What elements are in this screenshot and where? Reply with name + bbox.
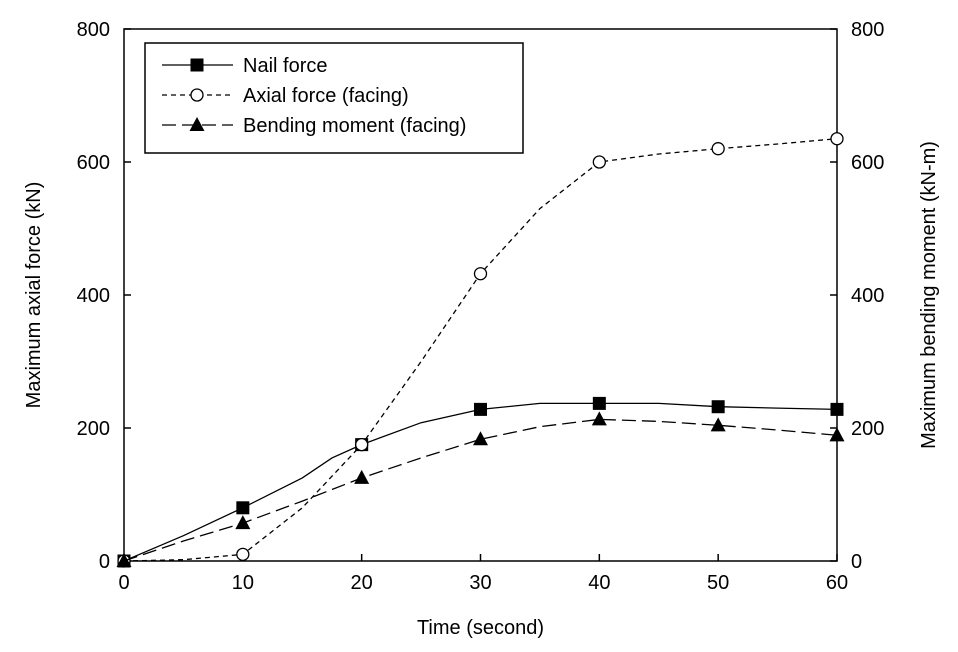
y-right-tick-label: 200 <box>851 418 884 440</box>
data-point <box>830 402 844 416</box>
y-axis-left-title: Maximum axial force (kN) <box>23 182 45 409</box>
legend-label: Nail force <box>243 55 327 77</box>
data-point <box>591 411 607 426</box>
legend-box <box>144 42 524 154</box>
legend-label: Bending moment (facing) <box>243 115 466 137</box>
y-left-tick-label: 400 <box>77 285 110 307</box>
data-point <box>710 417 726 432</box>
x-tick-label: 30 <box>469 572 491 594</box>
data-point <box>235 515 251 530</box>
y-left-tick-label: 800 <box>77 19 110 41</box>
data-point <box>236 547 250 561</box>
y-left-tick-label: 200 <box>77 418 110 440</box>
data-point <box>711 142 725 156</box>
legend: Nail force Axial force (facing) Bending mo… <box>144 42 524 154</box>
data-point <box>829 427 845 442</box>
data-point <box>711 400 725 414</box>
data-point <box>236 501 250 515</box>
legend-item: Axial force (facing) <box>162 85 409 107</box>
data-point <box>473 431 488 446</box>
x-axis: 0 10 20 30 40 50 60 <box>118 554 848 594</box>
x-tick-label: 50 <box>707 572 729 594</box>
y-left-tick-label: 600 <box>77 152 110 174</box>
series-group <box>116 132 845 568</box>
data-point <box>474 402 487 416</box>
plot-area: 0 10 20 30 40 50 60 0 200 400 600 800 0 200 400 600 80… <box>77 19 885 594</box>
series-1 <box>117 132 844 568</box>
legend-item: Bending moment (facing) <box>162 115 466 137</box>
legend-marker <box>189 117 205 131</box>
y-right-tick-label: 600 <box>851 152 884 174</box>
series-line <box>123 402 838 562</box>
data-point <box>354 469 370 484</box>
x-tick-label: 10 <box>232 572 254 594</box>
legend-item: Nail force <box>162 55 327 77</box>
y-right-tick-label: 400 <box>851 285 884 307</box>
y-left-tick-label: 0 <box>99 551 110 573</box>
y-right-tick-label: 800 <box>851 19 884 41</box>
series-0 <box>117 396 844 568</box>
data-point <box>355 437 369 452</box>
x-tick-label: 20 <box>351 572 373 594</box>
x-axis-title: Time (second) <box>417 617 544 639</box>
y-right-tick-label: 0 <box>851 551 862 573</box>
legend-marker <box>190 58 204 72</box>
data-point <box>116 553 132 567</box>
data-point <box>592 396 606 410</box>
x-tick-label: 0 <box>118 572 129 594</box>
y-axis-right: 0 200 400 600 800 <box>830 19 884 573</box>
y-axis-right-title: Maximum bending moment (kN-m) <box>918 141 940 449</box>
data-point <box>592 155 606 169</box>
x-tick-label: 60 <box>826 572 848 594</box>
x-tick-label: 40 <box>588 572 610 594</box>
data-point <box>473 267 488 281</box>
series-2 <box>116 411 845 567</box>
series-line <box>123 138 838 562</box>
y-axis-left: 0 200 400 600 800 <box>77 19 131 573</box>
legend-marker <box>190 88 204 102</box>
data-point <box>830 132 844 146</box>
legend-label: Axial force (facing) <box>243 85 409 107</box>
